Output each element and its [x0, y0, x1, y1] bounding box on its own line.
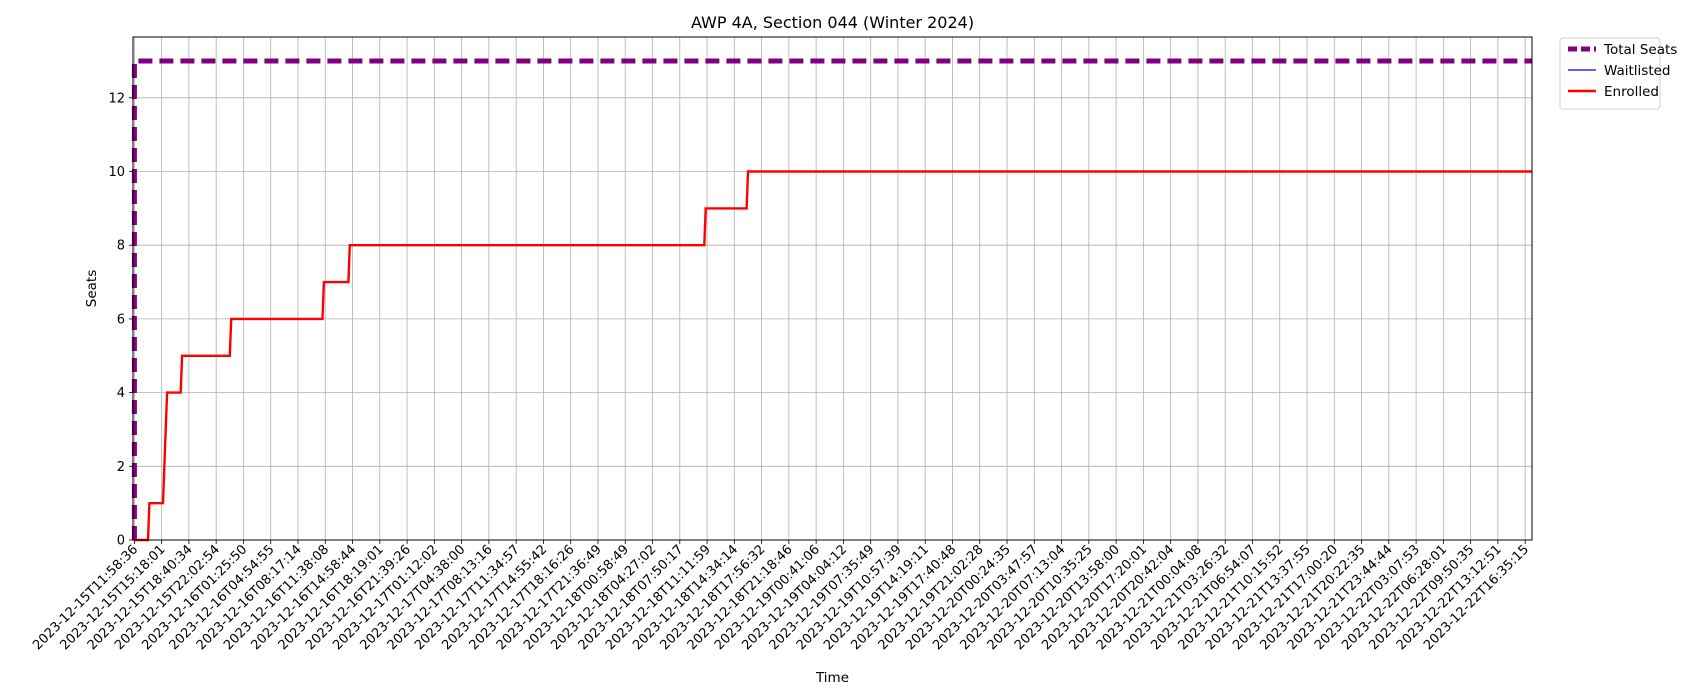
- x-axis: 2023-12-15T11:58:362023-12-15T15:18:0120…: [30, 540, 1532, 653]
- y-tick-label: 0: [117, 534, 125, 549]
- y-tick-label: 4: [117, 386, 125, 401]
- y-axis: 0 2 4 6 8 10 12: [108, 91, 133, 549]
- y-tick-label: 6: [117, 312, 125, 327]
- y-tick-label: 2: [117, 460, 125, 475]
- series-line-enrolled: [134, 170, 1532, 542]
- legend-label: Total Seats: [1603, 42, 1677, 58]
- y-tick-label: 12: [108, 91, 125, 106]
- y-tick-label: 8: [117, 239, 125, 254]
- legend: Total Seats Waitlisted Enrolled: [1559, 37, 1677, 110]
- legend-label: Enrolled: [1604, 84, 1659, 100]
- grid: [133, 37, 1532, 541]
- series-line-total-seats: [131, 58, 1532, 540]
- chart-title: AWP 4A, Section 044 (Winter 2024): [691, 13, 974, 32]
- x-axis-title: Time: [815, 670, 849, 686]
- y-axis-title: Seats: [84, 270, 100, 307]
- series-layer: [131, 58, 1532, 542]
- plot-frame: [132, 36, 1533, 541]
- legend-label: Waitlisted: [1604, 63, 1671, 79]
- y-tick-label: 10: [108, 165, 125, 180]
